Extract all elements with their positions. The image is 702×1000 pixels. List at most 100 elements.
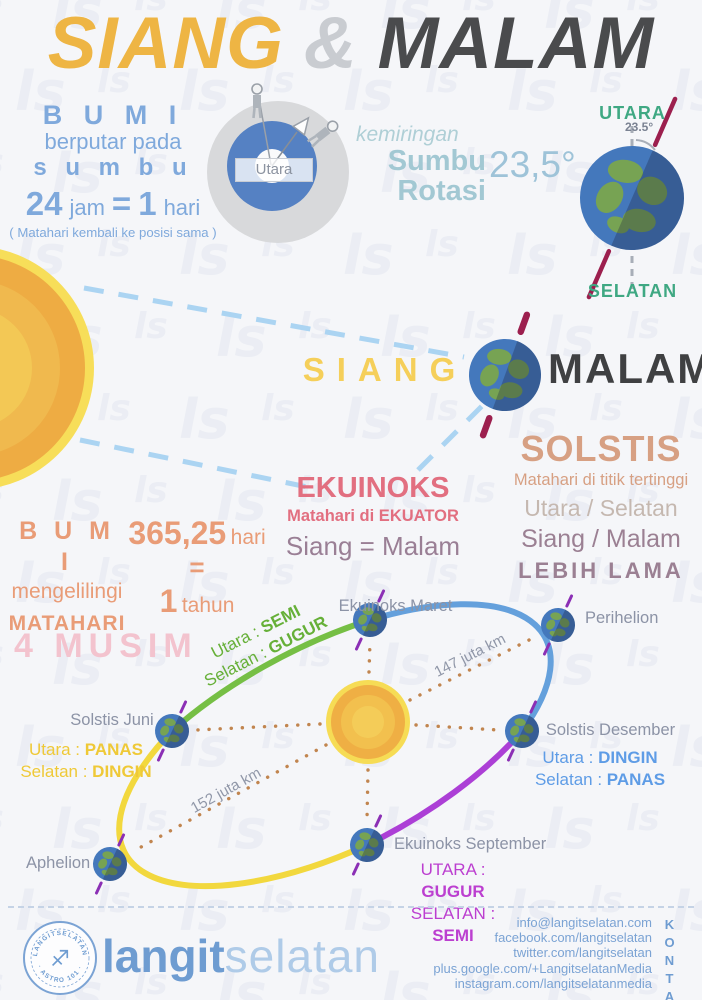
watermark-glyph: ls (52, 634, 103, 697)
watermark-glyph: ls (380, 142, 431, 205)
watermark-glyph: ls (626, 0, 660, 19)
watermark-glyph: ls (216, 0, 267, 41)
equals-sign: = (111, 184, 132, 222)
watermark-glyph: ls (97, 716, 131, 757)
revolution-heading: B U M I (19, 517, 115, 577)
watermark-glyph: ls (298, 962, 332, 1000)
orbit-arc-blue (367, 601, 554, 734)
watermark-glyph: ls (425, 880, 459, 921)
watermark-glyph: ls (134, 962, 168, 1000)
watermark-glyph: ls (425, 60, 459, 101)
watermark-glyph: ls (298, 470, 332, 511)
revolution-value: 365,25 (128, 515, 227, 551)
contact-facebook[interactable]: facebook.com/langitselatan (494, 930, 652, 946)
orbit-arc-green (169, 617, 373, 734)
watermark-glyph: ls (507, 60, 558, 123)
watermark-glyph: ls (261, 60, 295, 101)
watermark-glyph: ls (97, 60, 131, 101)
south-label: SELATAN (587, 281, 678, 301)
watermark-glyph: ls (462, 142, 496, 183)
watermark-glyph: ls (462, 470, 496, 511)
tilt-caption: kemiringan (356, 123, 459, 146)
equinox-line1: Matahari di EKUATOR (287, 507, 459, 526)
watermark-glyph: ls (134, 634, 168, 675)
revolution-block: B U M I mengelilingi MATAHARI 365,25 har… (8, 515, 268, 637)
watermark-glyph: ls (179, 60, 230, 123)
brand-bold: langit (102, 930, 225, 982)
sun-large (0, 249, 94, 487)
watermark-glyph: ls (380, 306, 431, 369)
watermark-glyph: ls (134, 470, 168, 511)
september-equinox-label: Ekuinoks September (394, 835, 547, 853)
rotation-sub1: berputar pada (44, 129, 182, 155)
watermark-glyph: ls (179, 880, 230, 943)
watermark-glyph: ls (52, 798, 103, 861)
earth-september-equinox (350, 814, 384, 876)
watermark-glyph: ls (671, 880, 702, 943)
contact-twitter[interactable]: twitter.com/langitselatan (513, 945, 652, 961)
watermark-glyph: ls (671, 716, 702, 779)
watermark-glyph: ls (544, 798, 595, 861)
earth-june-solstice (155, 700, 189, 762)
footer-divider (8, 906, 694, 908)
tilt-line2: Rotasi (397, 175, 486, 208)
four-seasons-heading: 4 MUSIM (14, 627, 198, 665)
watermark-glyph: ls (425, 716, 459, 757)
watermark-glyph: ls (134, 142, 168, 183)
watermark-glyph: ls (462, 0, 496, 19)
watermark-glyph: ls (462, 306, 496, 347)
watermark-glyph: ls (380, 798, 431, 861)
watermark-glyph: ls (0, 0, 4, 19)
kontak-vertical-label: KONTAK (662, 917, 677, 1000)
watermark-glyph: ls (0, 962, 4, 1000)
revolution-sub1: mengelilingi (11, 579, 123, 603)
solstice-block: SOLSTIS Matahari di titik tertinggi Utar… (505, 430, 697, 584)
equinox-block: EKUINOKS Matahari di EKUATOR Siang = Mal… (283, 473, 463, 562)
watermark-glyph: ls (298, 0, 332, 19)
tilt-angle-small-label: 23.5° (625, 120, 654, 134)
june-seasons: Utara : PANAS Selatan : DINGIN (20, 740, 152, 782)
revolution-result: 1 (159, 582, 178, 619)
revolution-result-unit: tahun (181, 593, 235, 617)
watermark-glyph: ls (97, 224, 131, 265)
rotation-axis-line (586, 248, 612, 300)
langitselatan-badge-logo: LANGITSELATAN · ASTRO 101 · ♐ (23, 921, 97, 995)
earth-march-equinox (353, 589, 387, 651)
watermark-glyph: ls (589, 388, 623, 429)
earth-perihelion (541, 594, 575, 656)
contact-googleplus[interactable]: plus.google.com/+LangitselatanMedia (433, 960, 652, 976)
tilt-angle-value: 23,5° (489, 144, 576, 185)
equinox-line2: Siang = Malam (285, 531, 461, 562)
contact-instagram[interactable]: instagram.com/langitselatanmedia (454, 975, 652, 991)
september-seasons: UTARA : GUGUR SELATAN : SEMI (410, 860, 496, 946)
watermark-glyph: ls (15, 552, 66, 615)
watermark-glyph: ls (261, 716, 295, 757)
watermark-glyph: ls (97, 388, 131, 429)
tilted-earth-axis (586, 96, 678, 300)
revolution-result-row: 1 tahun (126, 582, 268, 619)
watermark-glyph: ls (380, 962, 431, 1000)
watermark-glyph: ls (343, 388, 394, 451)
watermark-glyph: ls (671, 224, 702, 287)
contact-email[interactable]: info@langitselatan.com (516, 915, 652, 930)
watermark-glyph: ls (52, 0, 103, 41)
watermark-glyph: ls (261, 388, 295, 429)
watermark-glyph: ls (343, 880, 394, 943)
solstice-line3: Siang / Malam (521, 524, 681, 553)
watermark-glyph: ls (134, 798, 168, 839)
watermark-glyph: ls (626, 962, 660, 1000)
rotation-result-unit: hari (163, 194, 201, 220)
earth-december-solstice (505, 700, 539, 762)
day-night-earth-axis (479, 311, 531, 439)
watermark-glyph: ls (0, 798, 4, 839)
watermark-glyph: ls (0, 634, 4, 675)
solstice-heading: SOLSTIS (520, 428, 682, 469)
revolution-sub2: MATAHARI (8, 611, 126, 635)
brand-light: selatan (224, 930, 381, 982)
watermark-glyph: ls (671, 60, 702, 123)
watermark-glyph: ls (216, 962, 267, 1000)
axis-line (259, 103, 272, 166)
solstice-line4: LEBIH LAMA (518, 557, 684, 583)
watermark-glyph: ls (52, 470, 103, 533)
watermark-glyph: ls (544, 306, 595, 369)
